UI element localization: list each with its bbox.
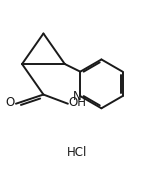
Text: OH: OH <box>68 96 86 109</box>
Text: HCl: HCl <box>67 146 87 159</box>
Text: O: O <box>5 96 14 109</box>
Text: N: N <box>73 90 82 103</box>
